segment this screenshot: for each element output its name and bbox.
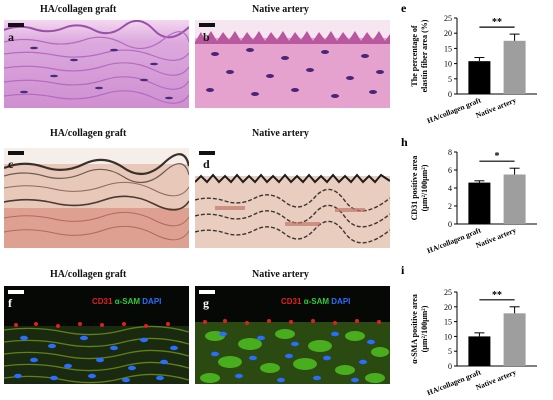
y-tick-label: 20 (444, 303, 452, 312)
y-tick-label: 0 (448, 362, 452, 371)
y-tick-label: 25 (444, 14, 452, 23)
legend-cd31: CD31 (281, 297, 302, 306)
category-label: Native artery (474, 95, 517, 119)
chart-e-plot: e 0 5 10 15 20 25 The percentage of elastin fibe… (401, 1, 537, 125)
y-tick-label: 2 (448, 202, 452, 211)
significance-marker: ** (492, 17, 502, 28)
y-axis-label: α-SMA positive area (410, 294, 419, 364)
if-legend: CD31 α-SAM DAPI (92, 297, 161, 306)
y-tick-label: 5 (448, 347, 452, 356)
he-left-header: HA/collagen graft (40, 4, 117, 15)
panel-label-d: d (203, 157, 210, 171)
bar-graft (468, 61, 491, 94)
bar-graft (468, 336, 491, 366)
chart-e: e 0 5 10 15 20 25 The percentage of elastin fibe… (395, 0, 553, 130)
legend-asam: α-SAM (303, 297, 330, 306)
significance-marker: ** (492, 290, 502, 301)
evg-native-micrograph (195, 148, 390, 248)
y-axis-label: elastin fiber area (%) (420, 19, 429, 92)
significance-marker: * (495, 151, 500, 162)
evg-graft-micrograph (4, 148, 189, 248)
bar-native (503, 313, 526, 366)
chart-h-plot: h 0 2 4 6 8 CD31 positive area (μm²/100μm²) HA/c… (401, 135, 537, 255)
panel-label-i: i (401, 263, 405, 277)
scale-bar (199, 23, 215, 27)
y-axis-label: (μm²/100μm²) (420, 164, 429, 211)
y-tick-label: 5 (448, 75, 452, 84)
legend-dapi: DAPI (331, 297, 351, 306)
category-label: HA/collagen graft (426, 367, 483, 397)
scale-bar (8, 290, 24, 294)
y-axis-label: The percentage of (410, 25, 419, 87)
he-graft-micrograph (4, 20, 189, 108)
y-tick-label: 25 (444, 288, 452, 297)
panel-label-a: a (8, 30, 14, 44)
bar-native (503, 174, 526, 224)
panel-label-g: g (203, 296, 209, 310)
category-label: HA/collagen graft (426, 225, 483, 255)
panel-label-e: e (401, 1, 407, 15)
bar-graft (468, 182, 491, 224)
y-tick-label: 15 (444, 44, 452, 53)
he-right-header: Native artery (252, 4, 309, 15)
y-tick-label: 10 (444, 60, 452, 69)
y-tick-label: 8 (448, 148, 452, 157)
panel-label-c: c (8, 157, 14, 171)
y-tick-label: 0 (448, 220, 452, 229)
y-axis-label: CD31 positive area (410, 156, 419, 221)
category-label: Native artery (474, 367, 517, 391)
category-label: Native artery (474, 225, 517, 249)
y-tick-label: 20 (444, 29, 452, 38)
if-legend: CD31 α-SAM DAPI (281, 297, 350, 306)
legend-cd31: CD31 (92, 297, 113, 306)
y-tick-label: 4 (448, 184, 452, 193)
if-graft-micrograph (4, 286, 189, 384)
y-tick-label: 0 (448, 90, 452, 99)
bar-native (503, 40, 526, 94)
scale-bar (199, 151, 215, 155)
scale-bar (8, 151, 24, 155)
ev-right-header: Native artery (252, 128, 309, 139)
y-tick-label: 6 (448, 166, 452, 175)
y-axis-label: (μm²/100μm²) (420, 305, 429, 352)
legend-asam: α-SAM (114, 297, 141, 306)
scale-bar (8, 23, 24, 27)
chart-i: i 0 5 10 15 20 25 α-SMA positive area (μm²/100μm… (395, 263, 553, 400)
ev-left-header: HA/collagen graft (50, 128, 127, 139)
if-right-header: Native artery (252, 269, 309, 280)
y-tick-label: 15 (444, 318, 452, 327)
scale-bar (199, 290, 215, 294)
legend-dapi: DAPI (142, 297, 162, 306)
y-tick-label: 10 (444, 332, 452, 341)
if-left-header: HA/collagen graft (50, 269, 127, 280)
if-native-micrograph (195, 286, 390, 384)
panel-label-h: h (401, 135, 408, 149)
he-native-micrograph (195, 20, 390, 108)
panel-label-b: b (203, 30, 210, 44)
category-label: HA/collagen graft (426, 95, 483, 125)
chart-i-plot: i 0 5 10 15 20 25 α-SMA positive area (μm²/100μm… (401, 263, 537, 397)
chart-h: h 0 2 4 6 8 CD31 positive area (μm²/100μm²) HA/c… (395, 132, 553, 264)
panel-label-f: f (8, 296, 12, 310)
